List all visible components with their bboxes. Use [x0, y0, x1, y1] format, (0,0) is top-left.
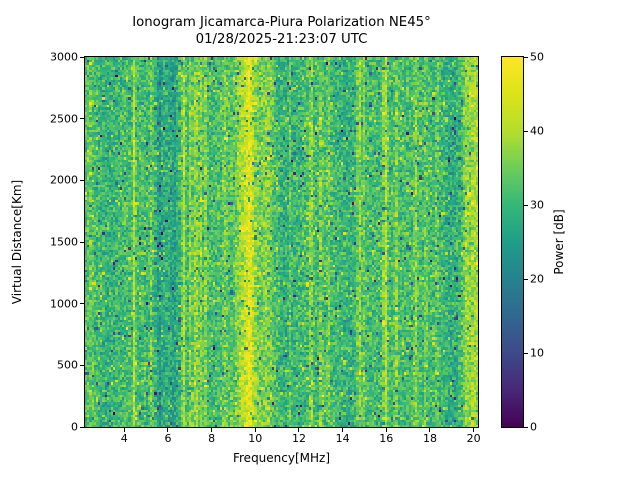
y-tick-mark: [80, 118, 84, 120]
y-tick-mark: [80, 56, 84, 58]
y-tick-mark: [80, 179, 84, 181]
y-tick-mark: [80, 303, 84, 305]
colorbar-tick-label: 10: [530, 346, 544, 360]
colorbar-tick-label: 50: [530, 50, 544, 64]
colorbar: [501, 56, 524, 428]
x-tick-label: 4: [120, 432, 128, 445]
plot-area: [84, 56, 479, 428]
x-tick-label: 10: [248, 432, 263, 445]
y-tick-mark: [80, 241, 84, 243]
colorbar-tick-label: 0: [530, 420, 537, 434]
chart-title: Ionogram Jicamarca-Piura Polarization NE…: [132, 15, 431, 30]
colorbar-tick-mark: [524, 352, 528, 354]
x-tick-mark: [254, 428, 256, 432]
y-axis-label: Virtual Distance[Km]: [10, 179, 24, 305]
x-axis-label: Frequency[MHz]: [232, 451, 331, 465]
x-tick-mark: [167, 428, 169, 432]
x-tick-label: 6: [164, 432, 172, 445]
colorbar-tick-label: 20: [530, 272, 544, 286]
y-tick-label: 2000: [50, 173, 78, 187]
x-tick-mark: [385, 428, 387, 432]
x-tick-mark: [473, 428, 475, 432]
y-tick-mark: [80, 364, 84, 366]
colorbar-tick-mark: [524, 56, 528, 58]
colorbar-label: Power [dB]: [552, 209, 566, 275]
chart-title-block: Ionogram Jicamarca-Piura Polarization NE…: [85, 14, 478, 48]
y-tick-label: 3000: [50, 50, 78, 64]
x-tick-mark: [342, 428, 344, 432]
y-tick-label: 1000: [50, 297, 78, 311]
colorbar-tick-mark: [524, 204, 528, 206]
x-tick-mark: [298, 428, 300, 432]
x-tick-label: 12: [291, 432, 306, 445]
colorbar-tick-mark: [524, 130, 528, 132]
chart-subtitle: 01/28/2025-21:23:07 UTC: [195, 32, 368, 47]
colorbar-tick-mark: [524, 278, 528, 280]
x-tick-mark: [123, 428, 125, 432]
colorbar-tick-label: 30: [530, 198, 544, 212]
colorbar-gradient: [502, 57, 523, 427]
x-tick-mark: [211, 428, 213, 432]
y-tick-label: 0: [71, 420, 78, 434]
x-tick-mark: [429, 428, 431, 432]
colorbar-tick-mark: [524, 426, 528, 428]
colorbar-tick-label: 40: [530, 124, 544, 138]
ionogram-heatmap: [85, 57, 478, 427]
y-tick-label: 1500: [50, 235, 78, 249]
y-tick-label: 2500: [50, 112, 78, 126]
y-tick-label: 500: [57, 358, 78, 372]
x-tick-label: 14: [335, 432, 350, 445]
x-tick-label: 16: [379, 432, 394, 445]
x-tick-label: 20: [466, 432, 481, 445]
y-tick-mark: [80, 426, 84, 428]
x-tick-label: 18: [422, 432, 437, 445]
x-tick-label: 8: [208, 432, 216, 445]
